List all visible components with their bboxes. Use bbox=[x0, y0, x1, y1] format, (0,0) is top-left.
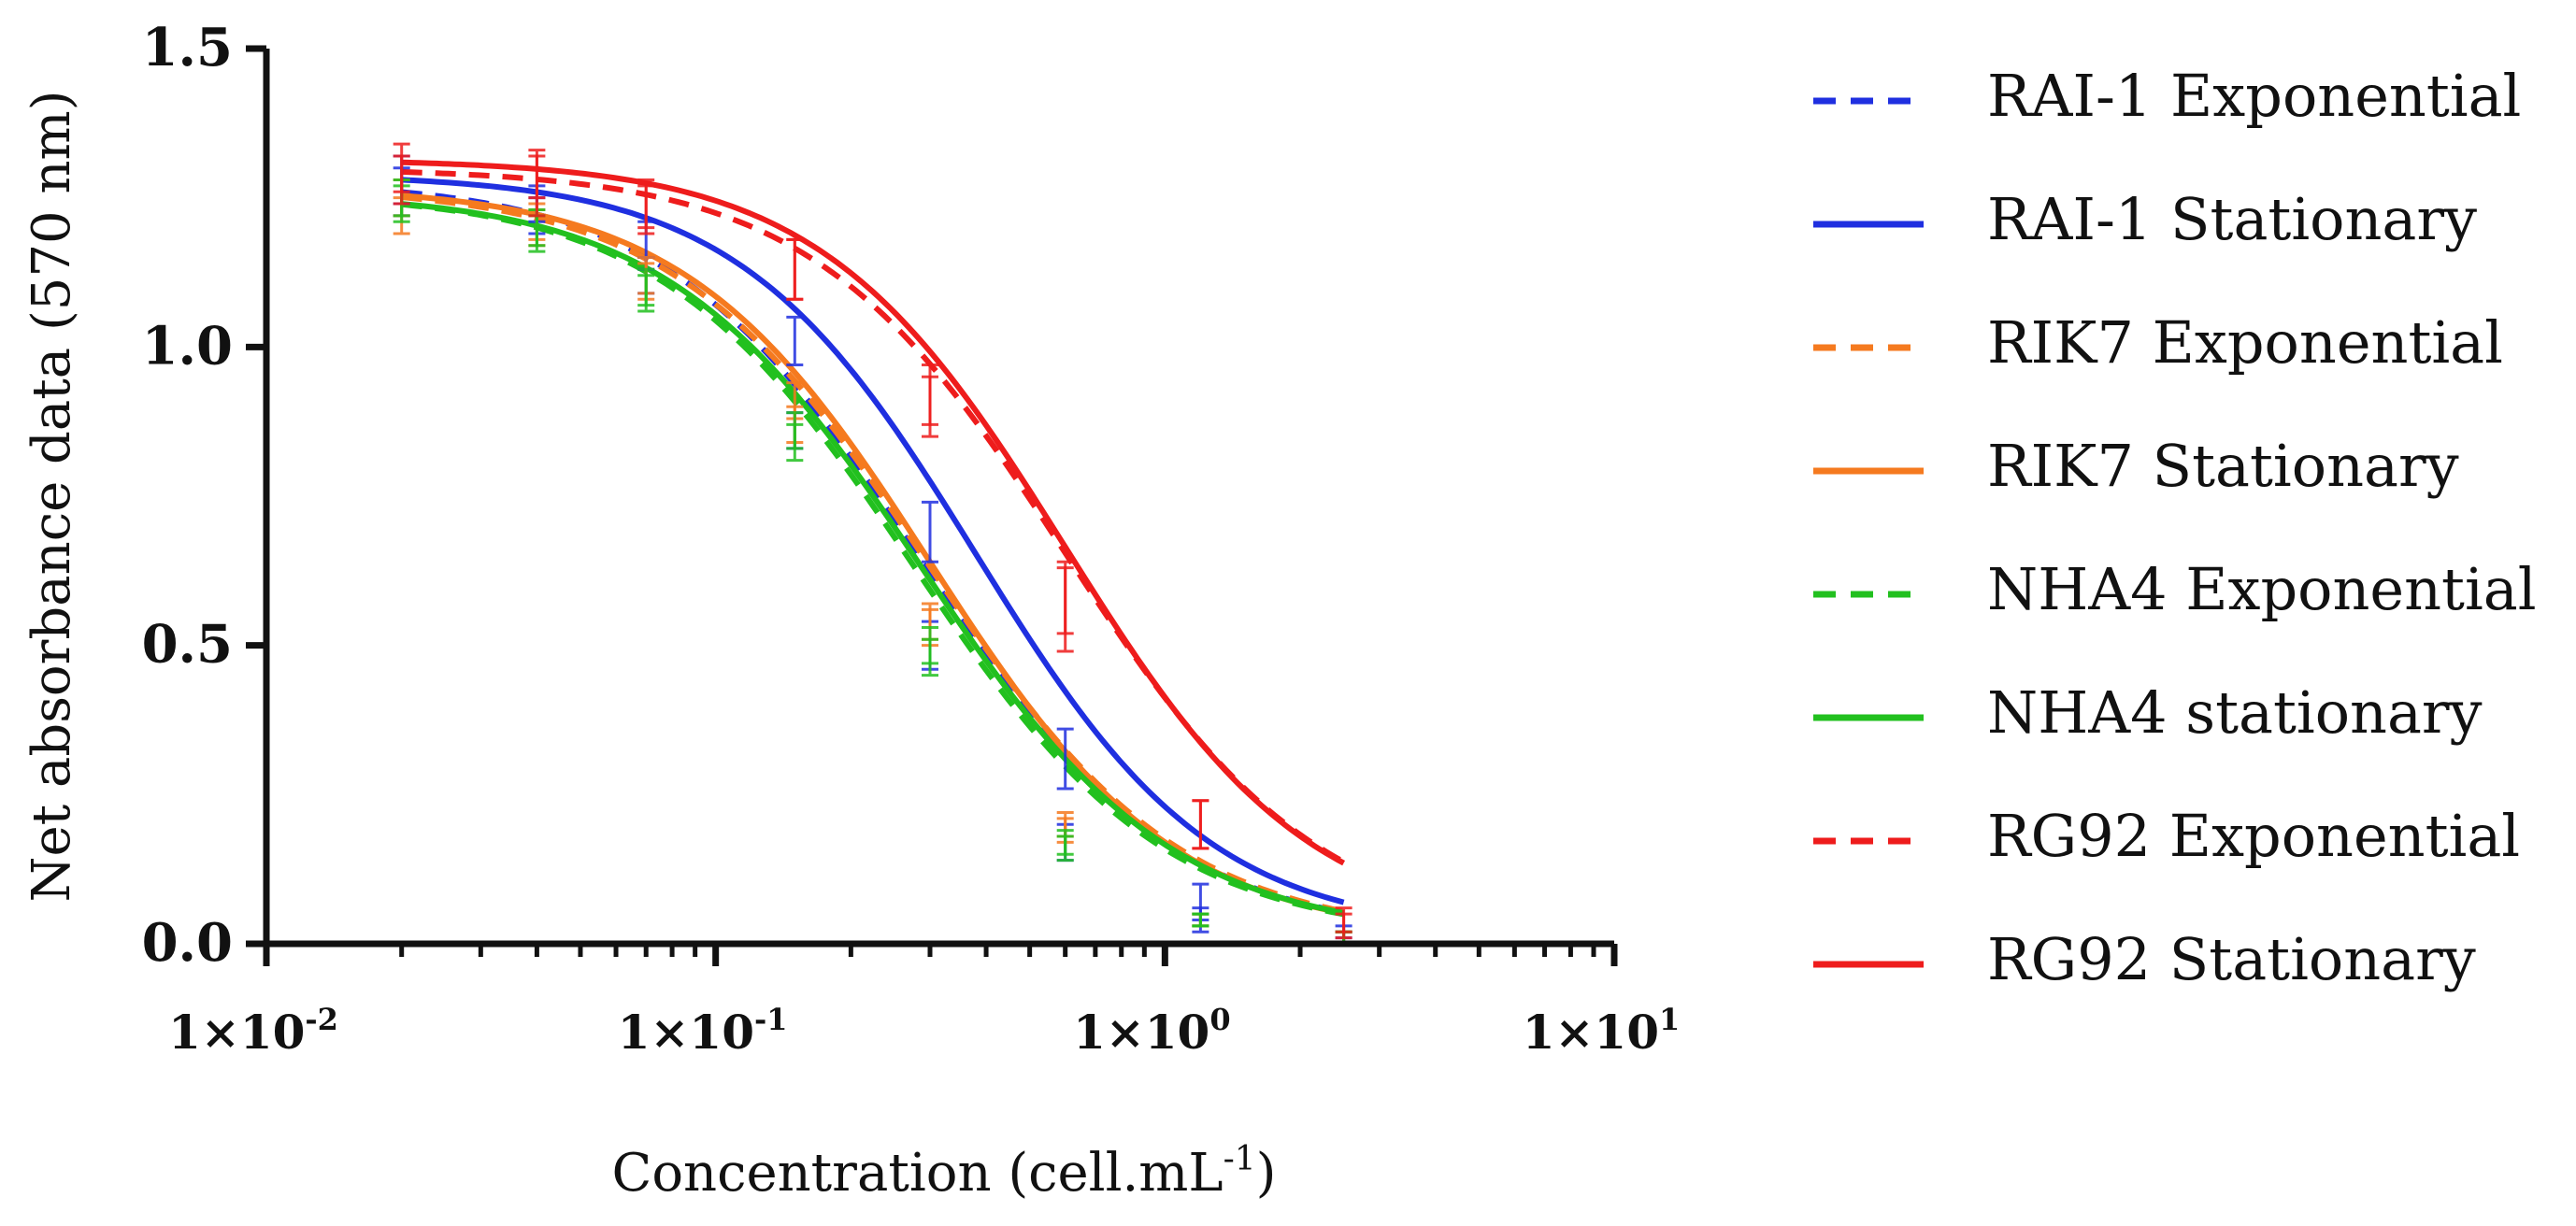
errorbar-nha4-stationary bbox=[922, 626, 939, 665]
x-tick-label: 1×101 bbox=[1523, 1002, 1681, 1060]
curve-rai-1-stationary bbox=[401, 177, 1345, 905]
legend-item-rik7-stationary: RIK7 Stationary bbox=[1813, 432, 2459, 500]
curve-rai-1-exponential bbox=[401, 189, 1345, 916]
curve-rik7-stationary bbox=[401, 192, 1345, 917]
errorbar-rg92-stationary bbox=[393, 142, 410, 193]
legend-label: NHA4 stationary bbox=[1987, 678, 2483, 747]
curve-rik7-exponential bbox=[401, 194, 1345, 915]
legend-item-rg92-exponential: RG92 Exponential bbox=[1813, 802, 2520, 870]
errorbar-rg92-stationary bbox=[786, 237, 804, 301]
errorbar-rg92-stationary bbox=[1192, 799, 1209, 850]
x-axis-title-main: Concentration (cell.mL bbox=[611, 1143, 1223, 1204]
x-axis-title: Concentration (cell.mL-1) bbox=[611, 1140, 1276, 1204]
x-axis-title-close: ) bbox=[1256, 1143, 1277, 1204]
legend-item-rg92-stationary: RG92 Stationary bbox=[1813, 925, 2476, 993]
errorbar-nha4-stationary bbox=[1056, 829, 1074, 856]
legend-item-rai-1-exponential: RAI-1 Exponential bbox=[1813, 62, 2521, 130]
x-tick-label: 1×10-1 bbox=[618, 1002, 788, 1060]
curve-nha4-exponential bbox=[401, 201, 1345, 918]
y-ticks: 0.0 0.5 1.0 1.5 bbox=[142, 17, 266, 974]
y-tick-label: 0.5 bbox=[142, 614, 233, 676]
x-tick-label: 1×100 bbox=[1073, 1002, 1231, 1060]
errorbar-rg92-stationary bbox=[637, 178, 655, 230]
y-tick-label: 0.0 bbox=[142, 912, 233, 974]
legend-item-rai-1-stationary: RAI-1 Stationary bbox=[1813, 185, 2477, 253]
errorbar-rg92-stationary bbox=[1056, 560, 1074, 635]
errorbar-rg92-stationary bbox=[1335, 906, 1352, 934]
errorbar-rai-1-stationary bbox=[922, 500, 939, 563]
axes: 0.0 0.5 1.0 1.5 1×10-2 1×10-1 1×100 1×101 bbox=[142, 17, 1681, 1060]
errorbar-rai-1-stationary bbox=[786, 315, 804, 366]
fit-curves bbox=[401, 159, 1346, 918]
errorbar-rg92-stationary bbox=[922, 363, 939, 426]
errorbar-rai-1-stationary bbox=[1056, 727, 1074, 791]
legend-label: NHA4 Exponential bbox=[1987, 555, 2537, 623]
y-axis-title: Net absorbance data (570 nm) bbox=[21, 91, 82, 903]
legend-item-nha4-stationary: NHA4 stationary bbox=[1813, 678, 2483, 747]
x-ticks: 1×10-2 1×10-1 1×100 1×101 bbox=[168, 944, 1680, 1060]
legend-item-nha4-exponential: NHA4 Exponential bbox=[1813, 555, 2537, 623]
x-tick-label: 1×10-2 bbox=[168, 1002, 338, 1060]
legend-label: RAI-1 Exponential bbox=[1987, 62, 2521, 130]
legend-item-rik7-exponential: RIK7 Exponential bbox=[1813, 308, 2503, 377]
errorbar-nha4-stationary bbox=[786, 411, 804, 450]
legend-label: RG92 Exponential bbox=[1987, 802, 2520, 870]
plot-area bbox=[393, 142, 1352, 946]
legend-label: RG92 Stationary bbox=[1987, 925, 2476, 993]
legend-label: RAI-1 Stationary bbox=[1987, 185, 2477, 253]
x-axis-title-sup: -1 bbox=[1224, 1140, 1256, 1178]
error-bars bbox=[393, 142, 1352, 946]
curve-rg92-exponential bbox=[401, 168, 1346, 864]
curve-rg92-stationary bbox=[401, 159, 1346, 866]
legend-label: RIK7 Exponential bbox=[1987, 308, 2503, 377]
y-tick-label: 1.5 bbox=[142, 17, 233, 78]
y-tick-label: 1.0 bbox=[142, 315, 233, 377]
legend: RAI-1 Exponential RAI-1 Stationary RIK7 Ex… bbox=[1813, 62, 2537, 993]
legend-label: RIK7 Stationary bbox=[1987, 432, 2459, 500]
errorbar-nha4-stationary bbox=[637, 267, 655, 307]
errorbar-rg92-stationary bbox=[528, 149, 546, 200]
errorbar-nha4-stationary bbox=[1192, 912, 1209, 928]
curve-nha4-stationary bbox=[401, 201, 1345, 916]
